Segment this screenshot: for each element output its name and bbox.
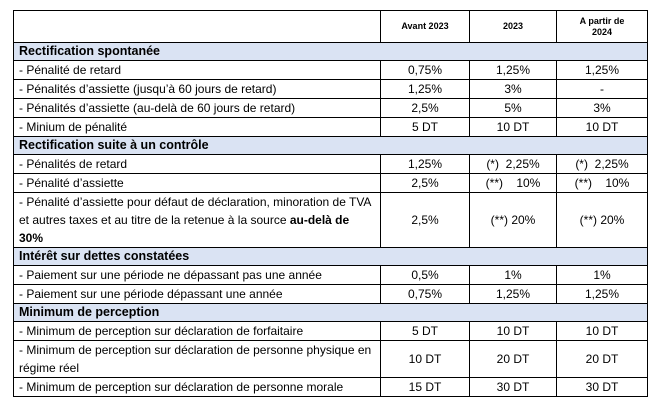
table-row: - Minimum de perception sur déclaration … <box>13 321 648 341</box>
value-cell: 1,25% <box>469 60 557 80</box>
column-header: A partir de 2024 <box>556 10 648 43</box>
text: - Pénalité d’assiette pour défaut de déc… <box>19 195 371 227</box>
value-cell: 1% <box>469 265 557 285</box>
section-row: Rectification suite à un contrôle <box>13 136 648 155</box>
value-cell: 2,5% <box>380 98 470 118</box>
row-label: - Pénalité d’assiette <box>13 173 381 193</box>
row-label: - Pénalités d’assiette (au-delà de 60 jo… <box>13 98 381 118</box>
column-header: 2023 <box>469 10 557 43</box>
table-row: - Pénalité d’assiette pour défaut de déc… <box>13 192 648 248</box>
value-cell: 5% <box>469 98 557 118</box>
value-cell: 5 DT <box>380 117 470 137</box>
table-row: - Minimum de perception sur déclaration … <box>13 340 648 378</box>
penalty-table: Avant 2023 2023 A partir de 2024 Rectificat… <box>13 10 648 397</box>
table-row: - Minium de pénalité 5 DT 10 DT 10 DT <box>13 117 648 137</box>
table-row: - Paiement sur une période ne dépassant … <box>13 265 648 285</box>
value-cell: 2,5% <box>380 192 470 248</box>
section-title: Intérêt sur dettes constatées <box>13 247 648 266</box>
column-header <box>13 10 381 43</box>
value-cell: 1,25% <box>556 284 648 304</box>
value-cell: 1,25% <box>556 60 648 80</box>
value-cell: (*) 2,25% <box>469 154 557 174</box>
value-cell: - <box>556 79 648 99</box>
table-row: - Pénalité d’assiette 2,5% (**) 10% (**) 10… <box>13 173 648 193</box>
value-cell: (**) 10% <box>469 173 557 193</box>
table-row: - Pénalités de retard 1,25% (*) 2,25% (*) 2… <box>13 154 648 174</box>
value-cell: 10 DT <box>469 321 557 341</box>
value-cell: (**) 20% <box>556 192 648 248</box>
section-row: Intérêt sur dettes constatées <box>13 247 648 266</box>
value-cell: 30 DT <box>556 377 648 397</box>
value-cell: (**) 20% <box>469 192 557 248</box>
table-body: Avant 2023 2023 A partir de 2024 Rectificat… <box>13 10 648 397</box>
table-wrap: Avant 2023 2023 A partir de 2024 Rectificat… <box>13 10 648 397</box>
bold-text: au-delà de 30% <box>19 213 350 245</box>
table-row: - Pénalité de retard 0,75% 1,25% 1,25% <box>13 60 648 80</box>
value-cell: (**) 10% <box>556 173 648 193</box>
column-header: Avant 2023 <box>380 10 470 43</box>
value-cell: 30 DT <box>469 377 557 397</box>
row-label: - Minium de pénalité <box>13 117 381 137</box>
value-cell: 10 DT <box>556 321 648 341</box>
value-cell: (*) 2,25% <box>556 154 648 174</box>
value-cell: 20 DT <box>469 340 557 378</box>
value-cell: 1,25% <box>380 79 470 99</box>
row-label: - Minimum de perception sur déclaration … <box>13 377 381 397</box>
value-cell: 15 DT <box>380 377 470 397</box>
row-label: - Pénalité d’assiette pour défaut de déc… <box>13 192 381 248</box>
section-title: Rectification suite à un contrôle <box>13 136 648 155</box>
row-label: - Pénalité de retard <box>13 60 381 80</box>
table-row: - Paiement sur une période dépassant une… <box>13 284 648 304</box>
value-cell: 0,75% <box>380 60 470 80</box>
section-title: Rectification spontanée <box>13 42 648 61</box>
value-cell: 2,5% <box>380 173 470 193</box>
value-cell: 20 DT <box>556 340 648 378</box>
value-cell: 10 DT <box>380 340 470 378</box>
value-cell: 10 DT <box>556 117 648 137</box>
value-cell: 3% <box>556 98 648 118</box>
section-title: Minimum de perception <box>13 303 648 322</box>
row-label: - Minimum de perception sur déclaration … <box>13 340 381 378</box>
header-row: Avant 2023 2023 A partir de 2024 <box>13 10 648 43</box>
table-row: - Pénalités d’assiette (au-delà de 60 jo… <box>13 98 648 118</box>
section-row: Minimum de perception <box>13 303 648 322</box>
value-cell: 1,25% <box>469 284 557 304</box>
table-row: - Pénalités d’assiette (jusqu’à 60 jours… <box>13 79 648 99</box>
row-label: - Pénalités de retard <box>13 154 381 174</box>
row-label: - Pénalités d’assiette (jusqu’à 60 jours… <box>13 79 381 99</box>
section-row: Rectification spontanée <box>13 42 648 61</box>
value-cell: 5 DT <box>380 321 470 341</box>
table-row: - Minimum de perception sur déclaration … <box>13 377 648 397</box>
row-label: - Paiement sur une période ne dépassant … <box>13 265 381 285</box>
value-cell: 0,5% <box>380 265 470 285</box>
value-cell: 3% <box>469 79 557 99</box>
value-cell: 10 DT <box>469 117 557 137</box>
value-cell: 1,25% <box>380 154 470 174</box>
value-cell: 0,75% <box>380 284 470 304</box>
value-cell: 1% <box>556 265 648 285</box>
row-label: - Minimum de perception sur déclaration … <box>13 321 381 341</box>
row-label: - Paiement sur une période dépassant une… <box>13 284 381 304</box>
